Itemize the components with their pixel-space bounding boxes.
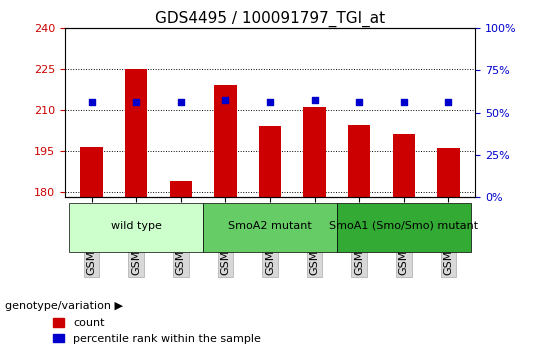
Point: [177, 99, 185, 105]
Bar: [214, 85, 237, 197]
Legend: count, percentile rank within the sample: count, percentile rank within the sample: [49, 314, 266, 348]
Bar: [393, 135, 415, 197]
FancyBboxPatch shape: [69, 203, 203, 252]
FancyBboxPatch shape: [337, 203, 471, 252]
Text: genotype/variation ▶: genotype/variation ▶: [5, 301, 124, 311]
Point: [87, 99, 96, 105]
FancyBboxPatch shape: [203, 203, 337, 252]
Point: [444, 99, 453, 105]
Point: [132, 99, 140, 105]
Bar: [437, 148, 460, 197]
Bar: [259, 126, 281, 197]
Point: [266, 99, 274, 105]
Point: [355, 99, 363, 105]
Bar: [80, 147, 103, 197]
Text: SmoA1 (Smo/Smo) mutant: SmoA1 (Smo/Smo) mutant: [329, 221, 478, 231]
Point: [400, 99, 408, 105]
Point: [221, 98, 230, 103]
Text: SmoA2 mutant: SmoA2 mutant: [228, 221, 312, 231]
Point: [310, 98, 319, 103]
Bar: [170, 181, 192, 197]
Bar: [125, 69, 147, 197]
Bar: [303, 107, 326, 197]
Title: GDS4495 / 100091797_TGI_at: GDS4495 / 100091797_TGI_at: [155, 11, 385, 27]
Text: wild type: wild type: [111, 221, 161, 231]
Bar: [348, 125, 370, 197]
